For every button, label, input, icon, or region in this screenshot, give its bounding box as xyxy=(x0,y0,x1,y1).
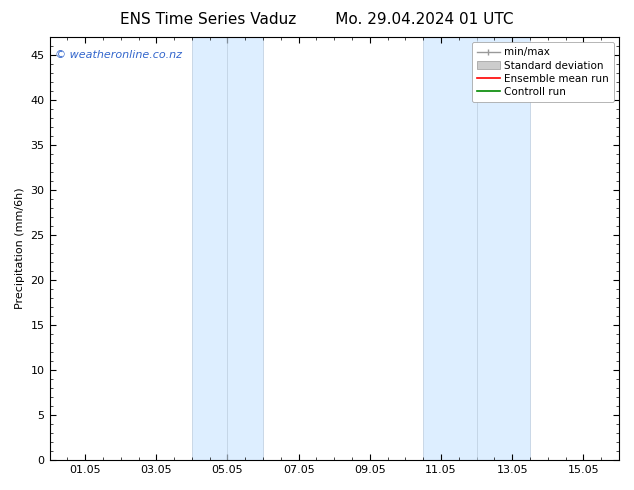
Y-axis label: Precipitation (mm/6h): Precipitation (mm/6h) xyxy=(15,188,25,309)
Legend: min/max, Standard deviation, Ensemble mean run, Controll run: min/max, Standard deviation, Ensemble me… xyxy=(472,42,614,102)
Bar xyxy=(424,37,530,460)
Text: © weatheronline.co.nz: © weatheronline.co.nz xyxy=(55,50,182,60)
Bar xyxy=(192,37,263,460)
Text: ENS Time Series Vaduz        Mo. 29.04.2024 01 UTC: ENS Time Series Vaduz Mo. 29.04.2024 01 … xyxy=(120,12,514,27)
